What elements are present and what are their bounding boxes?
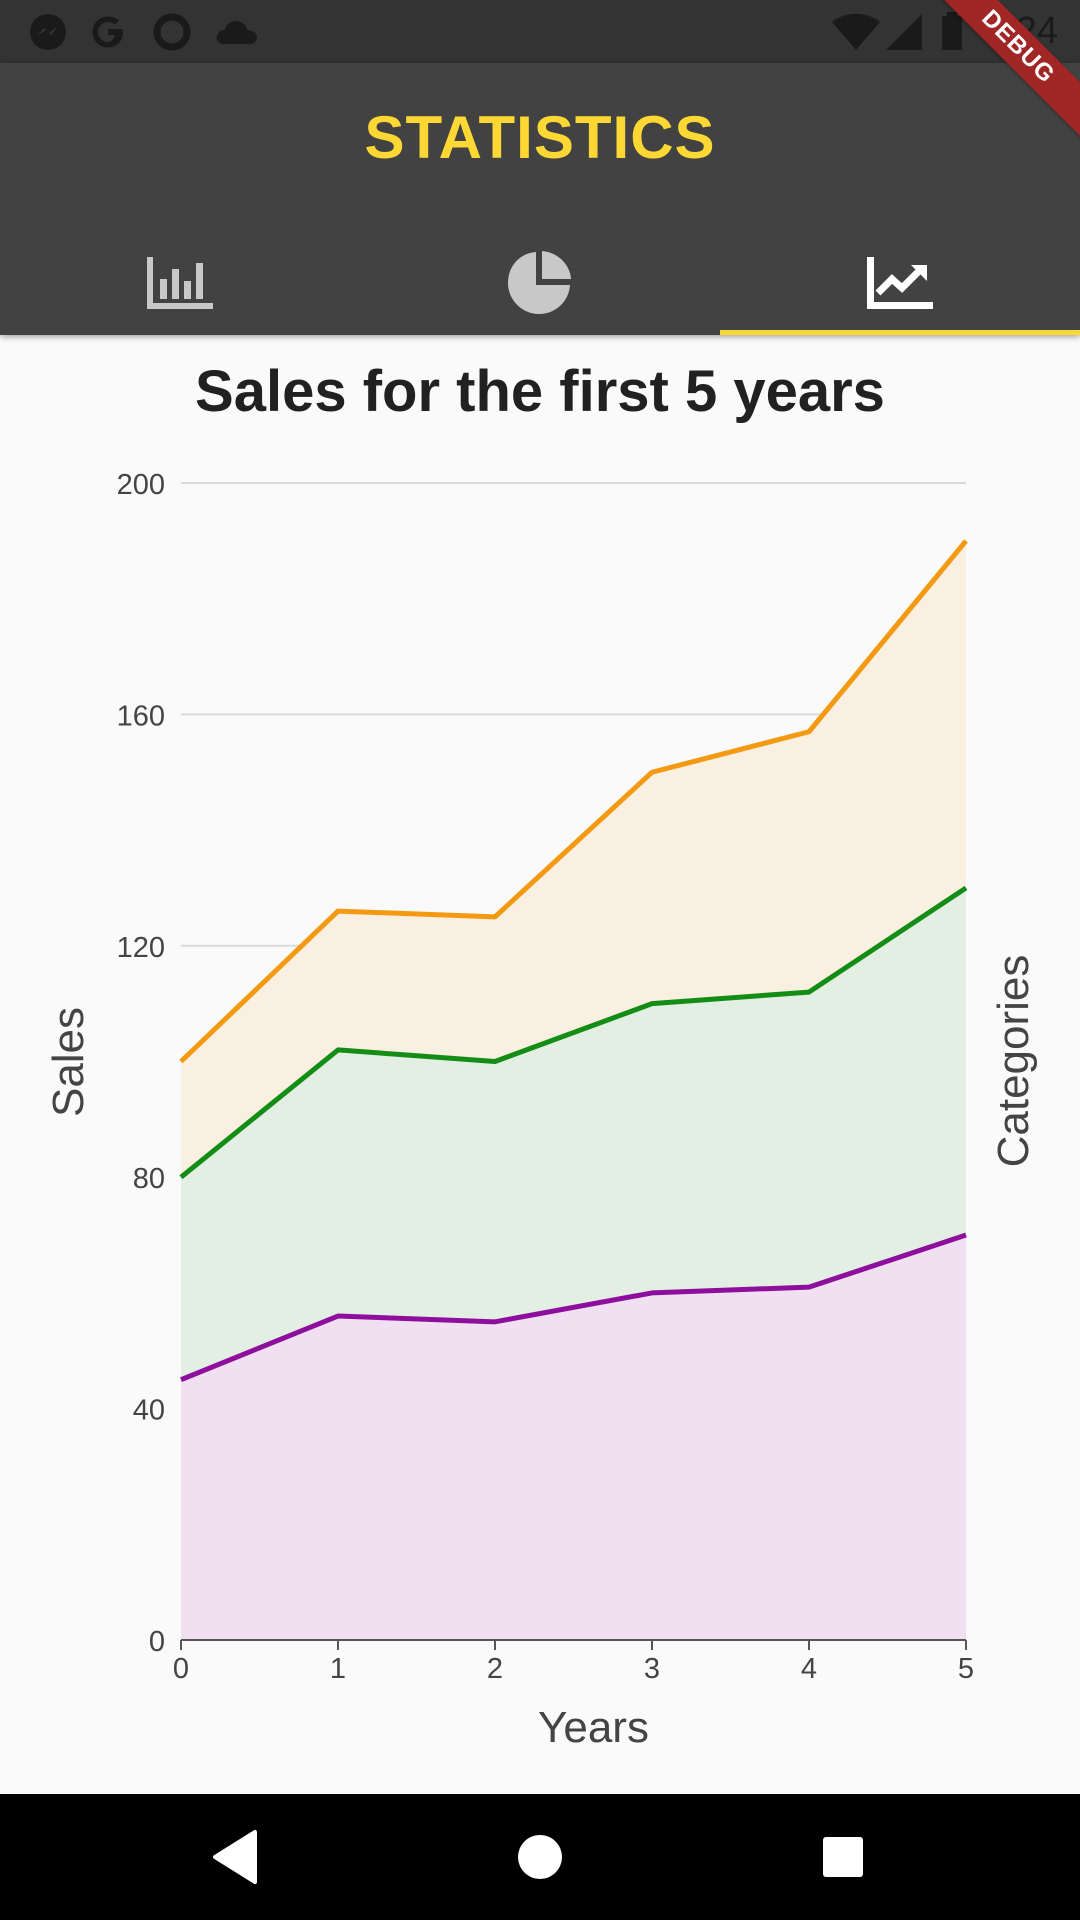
x-tick-label: 3 (644, 1653, 660, 1685)
back-button[interactable] (200, 1822, 270, 1892)
x-tick-label: 1 (330, 1653, 346, 1685)
page-title: STATISTICS (364, 104, 716, 171)
navigation-bar (0, 1794, 1080, 1920)
tab-indicator (720, 330, 1080, 335)
recents-button[interactable] (808, 1822, 878, 1892)
x-axis-title: Years (538, 1703, 649, 1752)
pie-chart-tab[interactable] (360, 230, 720, 335)
series-area (181, 887, 966, 1380)
area-chart: 0 40 80 120 160 200 0 1 2 3 4 5 Years Sales Categories (44, 469, 1038, 1752)
series-line (180, 1232, 967, 1382)
y-tick-label: 0 (149, 1626, 165, 1658)
series-line (179, 885, 968, 1180)
y-tick-label: 80 (133, 1163, 165, 1195)
series-area (181, 1235, 966, 1640)
series-line (179, 539, 968, 1064)
series-area (181, 540, 966, 1178)
signal-icon (886, 14, 922, 50)
wifi-icon (832, 13, 880, 50)
pie-chart-icon (508, 250, 571, 314)
cloud-icon (216, 21, 257, 44)
y-tick-label: 160 (117, 700, 165, 732)
trending-up-icon (867, 256, 933, 309)
home-button[interactable] (505, 1822, 575, 1892)
x-tick-label: 5 (958, 1653, 974, 1685)
google-icon (92, 16, 123, 48)
line-chart-tab[interactable] (720, 230, 1080, 335)
bar-chart-icon (147, 256, 213, 309)
battery-icon (942, 12, 962, 50)
x-tick-label: 2 (487, 1653, 503, 1685)
app-bar: STATISTICS (0, 63, 1080, 335)
y-axis-title: Sales (44, 1007, 93, 1117)
bar-chart-tab[interactable] (0, 230, 360, 335)
messenger-icon (30, 14, 66, 50)
chart-title: Sales for the first 5 years (195, 359, 885, 424)
x-tick-label: 4 (801, 1653, 817, 1685)
circle-app-icon (153, 13, 191, 51)
y-tick-label: 40 (133, 1395, 165, 1427)
x-tick-label: 0 (173, 1653, 189, 1685)
legend-title: Categories (989, 955, 1038, 1168)
y-tick-label: 120 (117, 932, 165, 964)
y-tick-label: 200 (117, 469, 165, 501)
